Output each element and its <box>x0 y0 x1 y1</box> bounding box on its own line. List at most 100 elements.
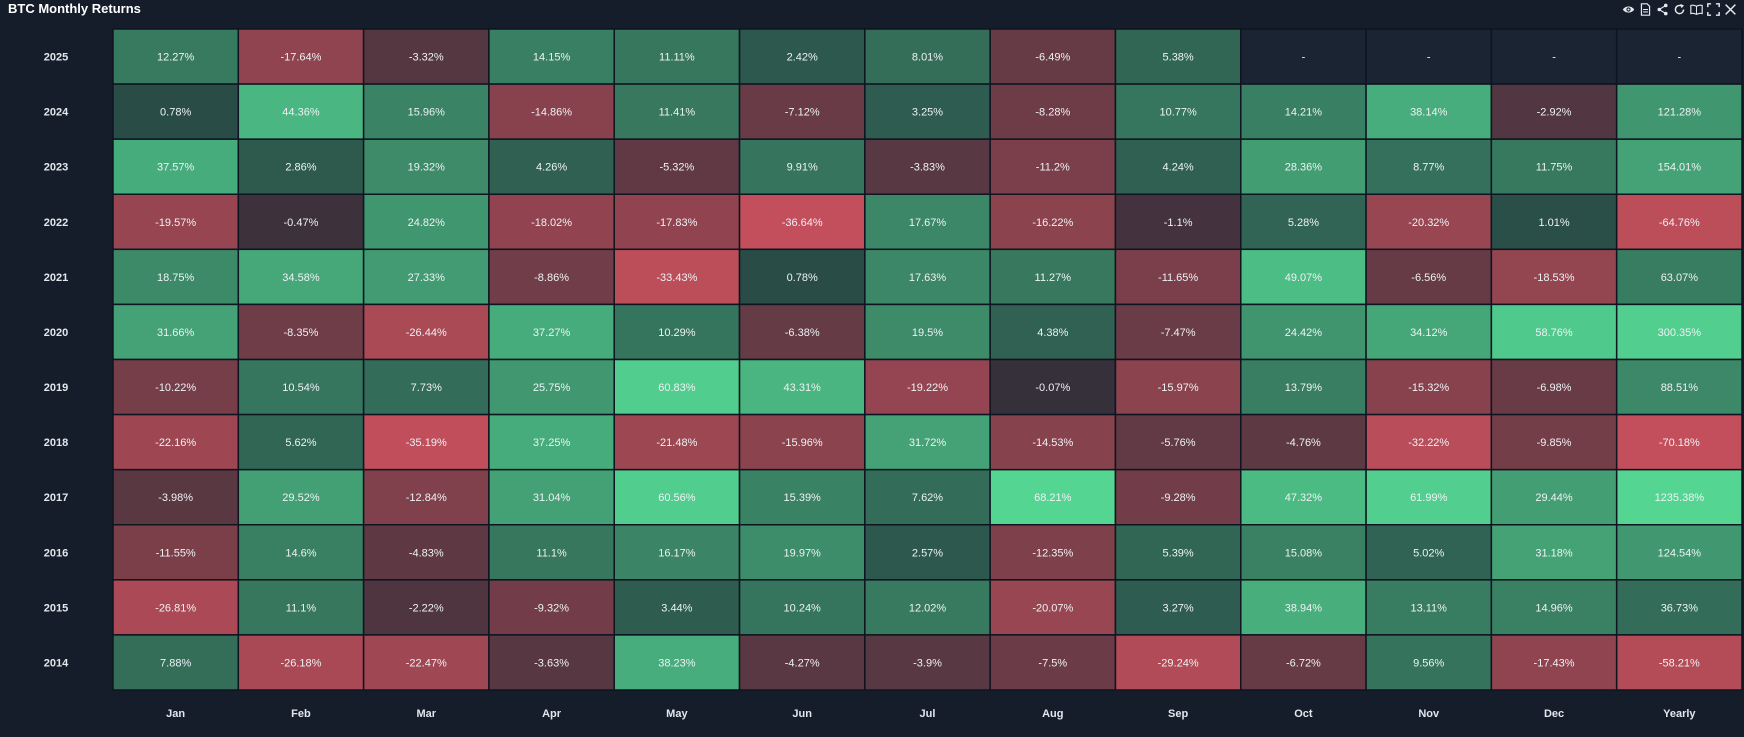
heatmap-cell-label: 15.08% <box>1285 547 1323 559</box>
heatmap-cell-label: 9.91% <box>787 162 818 174</box>
book-icon[interactable] <box>1689 2 1704 17</box>
y-axis-labels: 2025 2024 2023 2022 2021 2020 2019 2018 2017 2016… <box>44 52 69 670</box>
heatmap-cell-label: -12.35% <box>1032 547 1073 559</box>
heatmap-cell-label: 47.32% <box>1285 492 1323 504</box>
document-icon[interactable] <box>1638 2 1653 17</box>
heatmap-cell-label: -17.64% <box>280 52 321 64</box>
heatmap-cell-2014-aug <box>989 634 1117 691</box>
heatmap-cell-label: 19.97% <box>784 547 822 559</box>
heatmap-cell-label: 37.57% <box>157 162 195 174</box>
heatmap-cell-label: 44.36% <box>282 107 320 119</box>
x-axis-label-aug: Aug <box>1042 708 1063 720</box>
heatmap-cell-2017-jul <box>864 468 991 526</box>
y-axis-label-2018: 2018 <box>44 437 68 449</box>
heatmap-cell-label: -10.22% <box>155 382 196 394</box>
heatmap-cell-2017-nov <box>1365 468 1493 526</box>
heatmap-cell-2020-oct <box>1240 303 1367 361</box>
heatmap-cell-2018-apr <box>488 413 615 471</box>
y-axis-label-2020: 2020 <box>44 327 68 339</box>
heatmap-cell-label: -14.86% <box>531 107 572 119</box>
heatmap-cell-label: 10.29% <box>658 327 696 339</box>
heatmap-cell-label: -19.57% <box>155 217 196 229</box>
heatmap-cell-label: 3.27% <box>1163 602 1194 614</box>
heatmap-cell-label: -22.47% <box>406 657 447 669</box>
heatmap-cell-label: 7.62% <box>912 492 943 504</box>
heatmap-cell-2021-jan <box>112 248 240 306</box>
refresh-icon[interactable] <box>1672 2 1687 17</box>
heatmap-cell-2025-jan <box>112 28 240 85</box>
heatmap-cell-label: -8.28% <box>1035 107 1070 119</box>
heatmap-cell-label: -36.64% <box>782 217 823 229</box>
heatmap-cell-2015-mar <box>362 579 490 636</box>
y-axis-label-2015: 2015 <box>44 602 68 614</box>
heatmap-cell-label: 300.35% <box>1658 327 1702 339</box>
heatmap-cell-label: -1.1% <box>1164 217 1193 229</box>
heatmap-cell-label: 11.27% <box>1035 272 1072 284</box>
heatmap-cell-2020-jul <box>864 303 991 361</box>
heatmap-cell-label: -20.07% <box>1032 602 1073 614</box>
heatmap-cell-2020-feb <box>237 303 365 361</box>
y-axis-label-2014: 2014 <box>44 657 69 669</box>
heatmap-cell-2017-jan <box>112 468 240 526</box>
heatmap-cell-2022-nov <box>1365 193 1493 251</box>
heatmap-cell-2014-sep <box>1114 634 1242 691</box>
heatmap-cell-2025-jul <box>864 28 991 85</box>
heatmap-cell-2020-sep <box>1114 303 1242 361</box>
heatmap-cell-label: -4.76% <box>1286 437 1321 449</box>
heatmap-cell-2018-feb <box>237 413 365 471</box>
heatmap-cell-2014-feb <box>237 634 365 691</box>
heatmap-cell-2025-dec <box>1490 28 1618 85</box>
heatmap-cell-2022-feb <box>237 193 365 251</box>
heatmap-cell-label: -17.43% <box>1534 657 1575 669</box>
heatmap-cell-label: -29.24% <box>1158 657 1199 669</box>
heatmap-cell-label: 49.07% <box>1285 272 1323 284</box>
heatmap-cell-2014-may <box>613 634 741 691</box>
y-axis-label-2025: 2025 <box>44 52 68 64</box>
eye-icon[interactable] <box>1621 2 1636 17</box>
heatmap-cell-label: 43.31% <box>784 382 822 394</box>
heatmap-cell-2017-yearly <box>1615 468 1743 526</box>
heatmap-cell-label: 14.21% <box>1285 107 1323 119</box>
x-axis-label-oct: Oct <box>1294 708 1313 720</box>
heatmap-cell-label: 11.1% <box>286 602 317 614</box>
y-axis-label-2023: 2023 <box>44 162 68 174</box>
heatmap-cell-label: -7.5% <box>1038 657 1067 669</box>
heatmap-cell-label: 0.78% <box>160 107 191 119</box>
heatmap-cell-2022-jul <box>864 193 991 251</box>
x-axis-label-feb: Feb <box>291 708 311 720</box>
heatmap-cell-label: 17.67% <box>909 217 947 229</box>
heatmap-cell-label: -15.97% <box>1158 382 1199 394</box>
widget-title: BTC Monthly Returns <box>8 1 141 16</box>
heatmap-cell-label: -8.35% <box>284 327 319 339</box>
heatmap-cell-label: -21.48% <box>656 437 697 449</box>
heatmap-cell-label: -0.07% <box>1035 382 1070 394</box>
heatmap-cell-2016-jan <box>112 524 240 581</box>
y-axis-label-2019: 2019 <box>44 382 68 394</box>
heatmap-cell-label: -11.65% <box>1158 272 1198 284</box>
heatmap-cell-2018-nov <box>1365 413 1493 471</box>
heatmap-cell-label: 11.75% <box>1536 162 1573 174</box>
heatmap-cell-label: -3.98% <box>158 492 193 504</box>
heatmap-cell-2019-nov <box>1365 358 1493 416</box>
heatmap-cell-label: 34.12% <box>1410 327 1448 339</box>
heatmap-cell-2023-yearly <box>1615 138 1743 195</box>
heatmap-cell-label: -2.22% <box>409 602 444 614</box>
heatmap-cell-label: 4.38% <box>1037 327 1068 339</box>
expand-icon[interactable] <box>1706 2 1721 17</box>
heatmap-cell-2022-yearly <box>1615 193 1743 251</box>
heatmap-cell-2022-dec <box>1490 193 1618 251</box>
x-axis-label-apr: Apr <box>542 708 562 720</box>
heatmap-cell-label: 24.82% <box>408 217 446 229</box>
heatmap-cell-label: -4.83% <box>409 547 444 559</box>
heatmap-cell-2022-may <box>613 193 741 251</box>
heatmap-cell-label: -26.18% <box>280 657 321 669</box>
heatmap-cell-2024-mar <box>362 83 490 140</box>
heatmap-cell-2014-jan <box>112 634 240 691</box>
close-icon[interactable] <box>1723 2 1738 17</box>
share-icon[interactable] <box>1655 2 1670 17</box>
heatmap-cell-label: 68.21% <box>1034 492 1072 504</box>
heatmap-cell-label: 24.42% <box>1285 327 1323 339</box>
heatmap-cell-label: 29.52% <box>282 492 320 504</box>
heatmap-cell-label: -15.32% <box>1408 382 1449 394</box>
y-axis-label-2016: 2016 <box>44 547 68 559</box>
